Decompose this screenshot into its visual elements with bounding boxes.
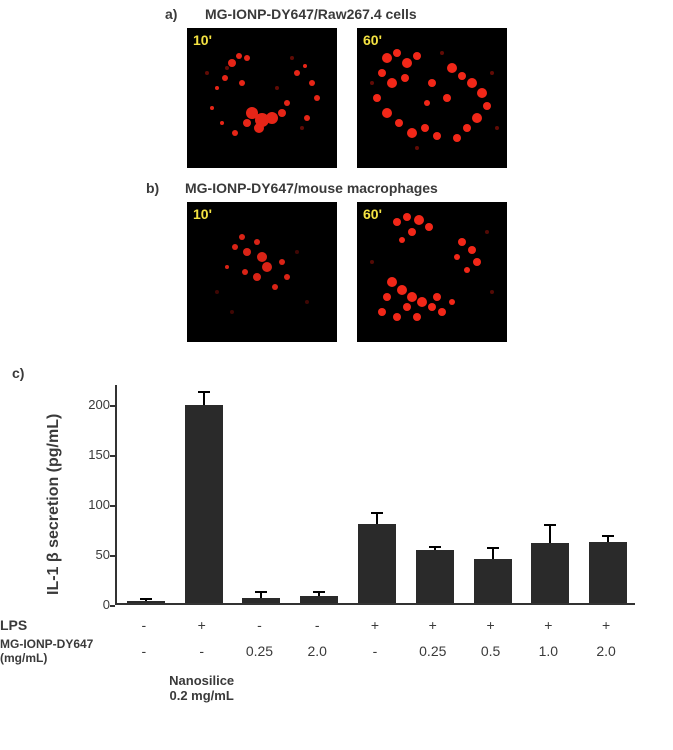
ytick-label: 200: [80, 397, 110, 412]
panel-a-letter: a): [165, 6, 177, 22]
error-cap: [487, 547, 499, 549]
fluorescence-a-10: [187, 28, 337, 168]
panel-c-letter: c): [12, 365, 24, 381]
time-label-b-60: 60': [363, 206, 382, 222]
error-cap: [429, 546, 441, 548]
condition-cell: +: [581, 617, 631, 633]
error-cap: [255, 591, 267, 593]
error-bar: [376, 513, 378, 524]
bar: [127, 601, 165, 603]
ytick-mark: [110, 455, 115, 457]
error-bar: [549, 525, 551, 543]
ytick-mark: [110, 405, 115, 407]
bar: [531, 543, 569, 603]
panel-b-title: MG-IONP-DY647/mouse macrophages: [185, 180, 438, 196]
bar: [474, 559, 512, 603]
time-label-b-10: 10': [193, 206, 212, 222]
panel-a-title: MG-IONP-DY647/Raw267.4 cells: [205, 6, 417, 22]
condition-cell: +: [177, 617, 227, 633]
fluorescence-a-60: [357, 28, 507, 168]
condition-cell: 1.0: [523, 643, 573, 659]
error-cap: [198, 391, 210, 393]
condition-cell: +: [350, 617, 400, 633]
error-cap: [140, 598, 152, 600]
condition-cell: -: [292, 617, 342, 633]
condition-cell: -: [350, 643, 400, 659]
bar: [416, 550, 454, 603]
time-label-a-10: 10': [193, 32, 212, 48]
micrograph-a-60: 60': [357, 28, 507, 168]
fluorescence-b-60: [357, 202, 507, 342]
condition-cell: +: [466, 617, 516, 633]
bar: [185, 405, 223, 603]
micrograph-b-10: 10': [187, 202, 337, 342]
nanosilice-footnote: Nanosilice 0.2 mg/mL: [162, 673, 242, 703]
bar: [358, 524, 396, 603]
condition-row-label: LPS: [0, 617, 115, 633]
error-cap: [602, 535, 614, 537]
ytick-label: 100: [80, 497, 110, 512]
micrograph-b-60: 60': [357, 202, 507, 342]
error-cap: [313, 591, 325, 593]
ytick-mark: [110, 555, 115, 557]
condition-cell: -: [119, 617, 169, 633]
condition-cell: 2.0: [581, 643, 631, 659]
condition-cell: 0.25: [234, 643, 284, 659]
ytick-label: 150: [80, 447, 110, 462]
fluorescence-b-10: [187, 202, 337, 342]
error-bar: [492, 548, 494, 559]
ytick-mark: [110, 505, 115, 507]
ytick-mark: [110, 605, 115, 607]
ytick-label: 50: [80, 547, 110, 562]
bar: [300, 596, 338, 603]
error-cap: [371, 512, 383, 514]
bar: [589, 542, 627, 603]
panel-a-images: 10' 60': [187, 28, 507, 168]
panel-b-letter: b): [146, 180, 159, 196]
error-bar: [203, 392, 205, 405]
micrograph-a-10: 10': [187, 28, 337, 168]
panel-b-images: 10' 60': [187, 202, 507, 342]
y-axis-label: IL-1 β secretion (pg/mL): [45, 395, 63, 595]
il1b-chart: IL-1 β secretion (pg/mL) 050100150200 LP…: [45, 385, 645, 695]
condition-cell: -: [119, 643, 169, 659]
condition-cell: +: [408, 617, 458, 633]
condition-cell: -: [234, 617, 284, 633]
ytick-label: 0: [80, 597, 110, 612]
condition-cell: +: [523, 617, 573, 633]
condition-row-label: MG-IONP-DY647 (mg/mL): [0, 637, 115, 665]
bar: [242, 598, 280, 603]
condition-cell: 2.0: [292, 643, 342, 659]
condition-cell: -: [177, 643, 227, 659]
condition-cell: 0.25: [408, 643, 458, 659]
time-label-a-60: 60': [363, 32, 382, 48]
error-cap: [544, 524, 556, 526]
condition-cell: 0.5: [466, 643, 516, 659]
plot-area: [115, 385, 635, 605]
